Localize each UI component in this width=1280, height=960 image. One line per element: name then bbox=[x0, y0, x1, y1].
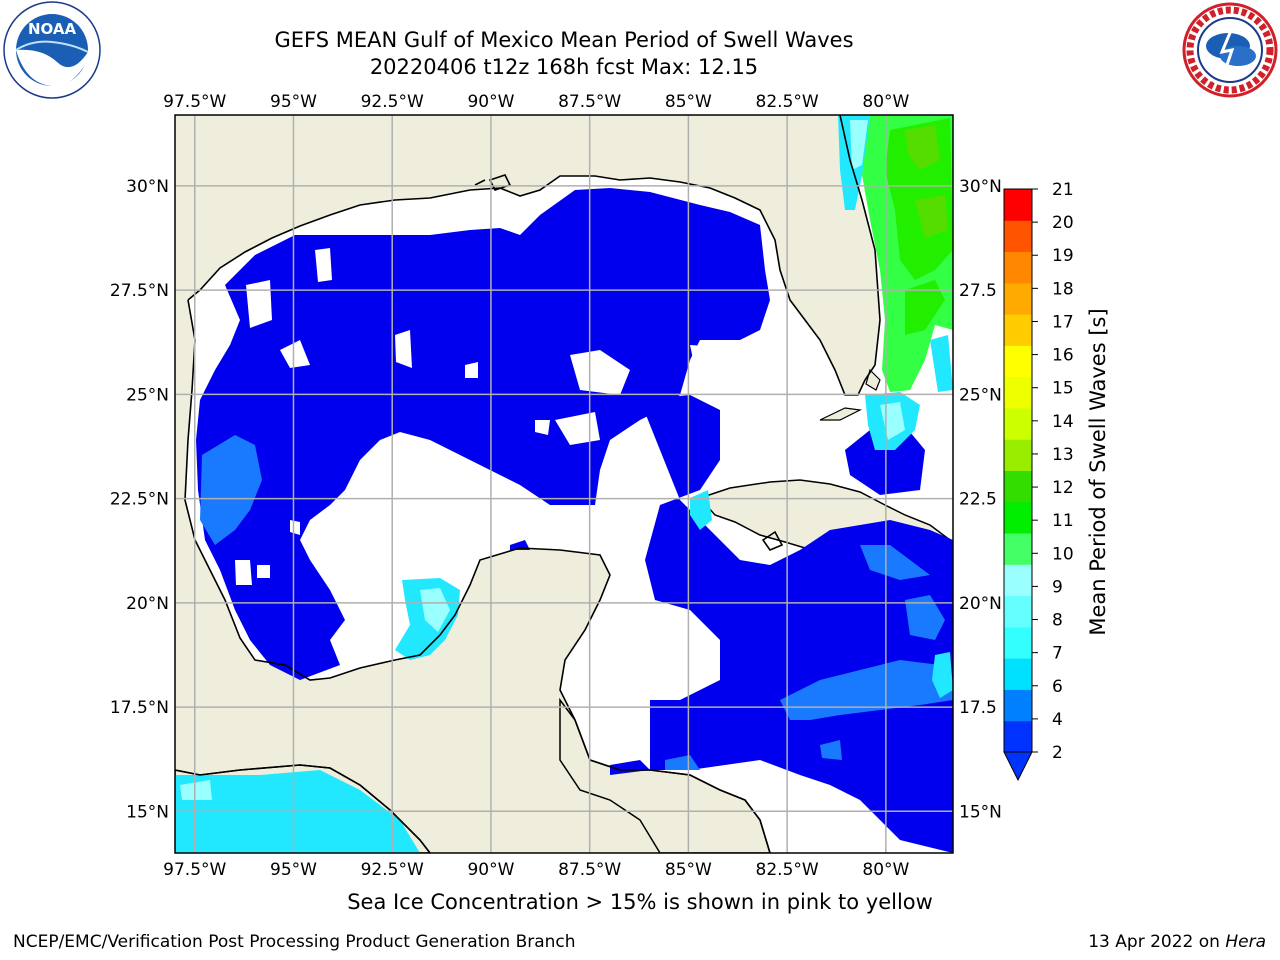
colorbar-extend-arrow bbox=[1003, 751, 1033, 782]
colorbar-tick-label: 19 bbox=[1052, 246, 1074, 266]
colorbar-swatch bbox=[1004, 439, 1032, 471]
lon-label-top: 97.5°W bbox=[163, 92, 226, 112]
lat-label-right: 30°N bbox=[959, 177, 1002, 197]
lon-label-top: 87.5°W bbox=[558, 92, 621, 112]
colorbar-tick-label: 15 bbox=[1052, 379, 1074, 399]
colorbar-swatch bbox=[1004, 376, 1032, 409]
map-frame bbox=[174, 114, 954, 854]
colorbar-tick-label: 17 bbox=[1052, 312, 1074, 332]
lat-label-right: 25°N bbox=[959, 385, 1002, 405]
lon-label-top: 80°W bbox=[862, 92, 909, 112]
colorbar-label: Mean Period of Swell Waves [s] bbox=[1086, 308, 1110, 635]
lon-label-top: 85°W bbox=[665, 92, 712, 112]
colorbar-tick-label: 21 bbox=[1052, 180, 1074, 200]
lat-label-right: 17.5 bbox=[959, 698, 997, 718]
lon-label-bottom: 90°W bbox=[467, 860, 514, 880]
colorbar-tick-label: 2 bbox=[1052, 743, 1063, 763]
lon-label-top: 82.5°W bbox=[756, 92, 819, 112]
lon-label-bottom: 87.5°W bbox=[558, 860, 621, 880]
colorbar-swatch bbox=[1004, 282, 1032, 315]
lon-label-top: 92.5°W bbox=[361, 92, 424, 112]
lon-label-bottom: 92.5°W bbox=[361, 860, 424, 880]
colorbar-swatch bbox=[1004, 626, 1032, 659]
map-panel: 97.5°W 97.5°W 95°W 95°W 92.5°W 92.5°W 90°W 90°W… bbox=[110, 92, 1110, 880]
colorbar-swatch bbox=[1004, 720, 1032, 753]
lat-label-left: 30°N bbox=[126, 177, 169, 197]
lat-label-right: 22.5 bbox=[959, 490, 997, 510]
map-subtitle: 20220406 t12z 168h fcst Max: 12.15 bbox=[369, 55, 759, 79]
colorbar-tick-label: 20 bbox=[1052, 213, 1074, 233]
lon-label-bottom: 85°W bbox=[665, 860, 712, 880]
lat-label-left: 20°N bbox=[126, 594, 169, 614]
colorbar-tick-label: 11 bbox=[1052, 511, 1074, 531]
lat-label-left: 27.5°N bbox=[110, 281, 169, 301]
lat-label-left: 15°N bbox=[126, 802, 169, 822]
colorbar-tick-label: 16 bbox=[1052, 346, 1074, 366]
lat-label-right: 15°N bbox=[959, 802, 1002, 822]
sea-ice-caption: Sea Ice Concentration > 15% is shown in … bbox=[347, 890, 933, 914]
colorbar-tick-label: 4 bbox=[1052, 710, 1063, 730]
noaa-logo-text: NOAA bbox=[28, 20, 77, 38]
lat-label-right: 20°N bbox=[959, 594, 1002, 614]
colorbar-tick-label: 14 bbox=[1052, 412, 1074, 432]
lon-label-top: 95°W bbox=[270, 92, 317, 112]
colorbar-swatch bbox=[1004, 658, 1032, 690]
footer-host: Hera bbox=[1225, 932, 1266, 952]
swell-11-12s bbox=[905, 125, 948, 238]
colorbar-swatch bbox=[1004, 689, 1032, 722]
colorbar-swatch bbox=[1004, 189, 1032, 221]
lat-label-left: 22.5°N bbox=[110, 490, 169, 510]
lon-label-bottom: 95°W bbox=[270, 860, 317, 880]
colorbar-tick-label: 9 bbox=[1052, 577, 1063, 597]
nws-logo bbox=[1182, 2, 1278, 98]
colorbar-tick-label: 7 bbox=[1052, 644, 1063, 664]
lon-label-bottom: 80°W bbox=[862, 860, 909, 880]
lat-label-left: 25°N bbox=[126, 385, 169, 405]
noaa-logo: NOAA bbox=[3, 1, 101, 99]
colorbar-swatch bbox=[1004, 564, 1032, 597]
colorbar-swatch bbox=[1004, 501, 1032, 534]
map-title: GEFS MEAN Gulf of Mexico Mean Period of … bbox=[274, 28, 854, 52]
colorbar-swatch bbox=[1004, 407, 1032, 440]
colorbar-swatch bbox=[1004, 595, 1032, 628]
swell-4-6s bbox=[200, 435, 953, 770]
colorbar-swatch bbox=[1004, 220, 1032, 253]
footer-branch: NCEP/EMC/Verification Post Processing Pr… bbox=[13, 932, 576, 952]
colorbar-tick-label: 12 bbox=[1052, 478, 1074, 498]
lat-label-right: 27.5 bbox=[959, 281, 997, 301]
colorbar-tick-label: 10 bbox=[1052, 544, 1074, 564]
colorbar-swatch bbox=[1004, 251, 1032, 284]
lat-label-left: 17.5°N bbox=[110, 698, 169, 718]
colorbar-tick-label: 18 bbox=[1052, 279, 1074, 299]
colorbar-tick-label: 8 bbox=[1052, 611, 1063, 631]
colorbar-tick-label: 6 bbox=[1052, 677, 1063, 697]
footer-date-text: 13 Apr 2022 on bbox=[1088, 932, 1226, 952]
colorbar-swatch bbox=[1004, 533, 1032, 565]
lon-label-bottom: 97.5°W bbox=[163, 860, 226, 880]
colorbar-swatch bbox=[1004, 314, 1032, 346]
footer-date: 13 Apr 2022 on Hera bbox=[1088, 932, 1266, 952]
lon-label-top: 90°W bbox=[467, 92, 514, 112]
colorbar-swatch bbox=[1004, 470, 1032, 503]
colorbar-swatch bbox=[1004, 345, 1032, 378]
colorbar: 2 4 6 7 8 9 10 11 12 13 14 15 16 17 18 19 20 21 bbox=[1003, 180, 1074, 782]
colorbar-tick-label: 13 bbox=[1052, 445, 1074, 465]
lon-label-bottom: 82.5°W bbox=[756, 860, 819, 880]
